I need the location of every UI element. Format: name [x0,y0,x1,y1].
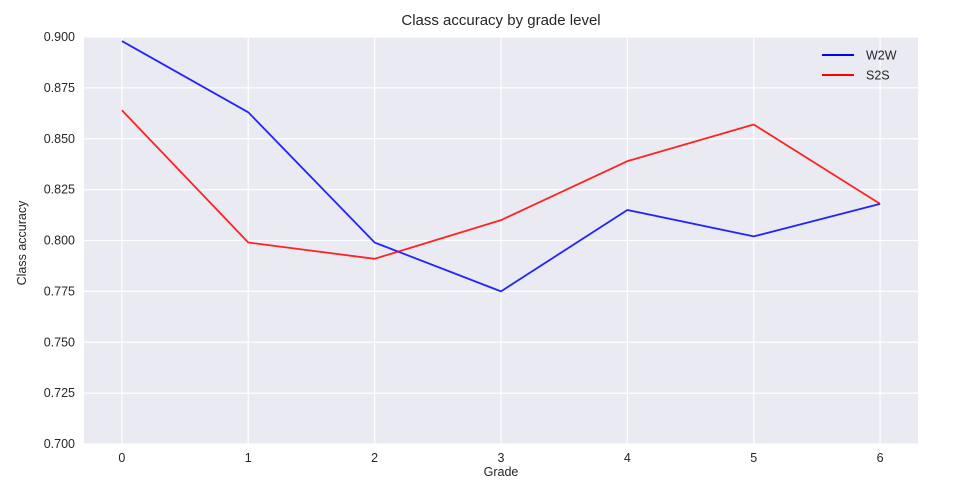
y-tick-label: 0.725 [44,386,75,400]
y-tick-label: 0.800 [44,234,75,248]
tick-labels: 0.700 0.725 0.750 0.775 0.800 0.825 0.850 0.875… [44,30,884,465]
y-tick-label: 0.750 [44,335,75,349]
legend-label-s2s: S2S [866,69,890,83]
series-line-w2w [121,40,881,293]
y-tick-label: 0.775 [44,284,75,298]
x-tick-label: 6 [877,451,884,465]
y-tick-label: 0.850 [44,132,75,146]
y-tick-label: 0.700 [44,437,75,451]
series-lines [121,40,881,293]
x-tick-label: 2 [371,451,378,465]
legend-label-w2w: W2W [866,49,897,63]
x-tick-label: 0 [118,451,125,465]
x-tick-label: 5 [750,451,757,465]
series-line-s2s [121,109,881,260]
grid [84,36,918,445]
x-tick-label: 3 [498,451,505,465]
x-axis-label: Grade [483,465,519,479]
y-tick-label: 0.875 [44,81,75,95]
x-tick-label: 4 [624,451,631,465]
x-tick-label: 1 [245,451,252,465]
chart-title: Class accuracy by grade level [401,12,601,29]
y-tick-label: 0.825 [44,183,75,197]
y-tick-label: 0.900 [44,30,75,44]
